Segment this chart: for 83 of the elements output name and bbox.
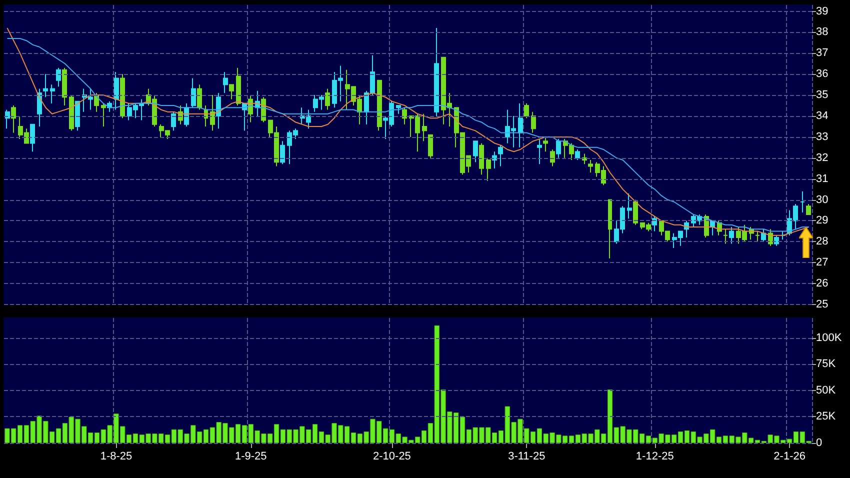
candlestick bbox=[280, 140, 285, 165]
candlestick bbox=[582, 153, 587, 165]
candlestick bbox=[402, 107, 407, 125]
candlestick bbox=[197, 84, 202, 110]
candlestick bbox=[704, 214, 709, 238]
candlestick bbox=[800, 190, 805, 213]
candlestick bbox=[261, 96, 266, 123]
candlestick bbox=[50, 84, 55, 104]
y-tick-label: 39 bbox=[816, 5, 828, 18]
x-tick-label: 1-12-25 bbox=[636, 450, 674, 462]
candlestick bbox=[229, 84, 234, 100]
candlestick bbox=[191, 78, 196, 108]
x-tick-label: 1-8-25 bbox=[100, 450, 132, 462]
y-tick-label: 35 bbox=[816, 89, 828, 102]
candlestick bbox=[396, 105, 401, 114]
candlestick bbox=[652, 216, 657, 232]
candlestick bbox=[543, 136, 548, 152]
candlestick bbox=[774, 234, 779, 246]
y-tick-label: 33 bbox=[816, 130, 828, 143]
candlestick bbox=[486, 157, 491, 182]
y-tick-label: 27 bbox=[816, 256, 828, 269]
y-tick-label: 37 bbox=[816, 47, 828, 60]
candlestick bbox=[498, 144, 503, 167]
y-tick-label: 32 bbox=[816, 152, 828, 164]
x-tick-label: 3-11-25 bbox=[508, 450, 546, 462]
candlestick bbox=[75, 100, 80, 132]
candlestick bbox=[428, 134, 433, 158]
candlestick bbox=[223, 72, 228, 94]
candlestick bbox=[114, 72, 119, 110]
candlestick bbox=[216, 92, 221, 130]
candlestick bbox=[325, 88, 330, 110]
y-tick-label: 30 bbox=[816, 194, 828, 206]
candlestick bbox=[69, 94, 74, 132]
candlestick bbox=[43, 74, 48, 98]
x-tick-label: 2-1-26 bbox=[774, 450, 806, 462]
y-tick-label: 29 bbox=[816, 214, 828, 227]
candlestick bbox=[120, 74, 125, 119]
y-tick-label: 25 bbox=[816, 298, 828, 310]
y-tick-label: 28 bbox=[816, 236, 828, 248]
candlestick bbox=[62, 67, 67, 106]
y-tick-label: 38 bbox=[816, 26, 828, 38]
candlestick bbox=[761, 228, 766, 242]
candlestick bbox=[537, 138, 542, 165]
candlestick bbox=[524, 102, 529, 119]
candlestick bbox=[723, 228, 728, 244]
candlestick bbox=[37, 88, 42, 127]
candlestick bbox=[11, 105, 16, 134]
candlestick bbox=[492, 151, 497, 169]
candlestick bbox=[556, 138, 561, 158]
x-tick-label: 1-9-25 bbox=[234, 450, 267, 462]
candlestick bbox=[422, 113, 427, 142]
candlestick bbox=[729, 226, 734, 244]
y-tick-label: 36 bbox=[816, 68, 828, 80]
candlestick bbox=[5, 109, 10, 130]
candlestick bbox=[588, 159, 593, 174]
candlestick bbox=[30, 124, 35, 152]
candlestick bbox=[806, 203, 811, 215]
candlestick bbox=[101, 102, 106, 127]
candlestick bbox=[434, 28, 439, 117]
candlestick bbox=[479, 142, 484, 176]
candlestick bbox=[377, 80, 382, 132]
candlestick bbox=[627, 192, 632, 220]
y-tick-label: 34 bbox=[816, 110, 828, 122]
candlestick bbox=[768, 228, 773, 246]
candlestick bbox=[56, 67, 61, 88]
candlestick bbox=[608, 199, 612, 259]
y-tick-label: 75K bbox=[816, 358, 836, 370]
candlestick bbox=[575, 149, 580, 160]
candlestick bbox=[755, 230, 760, 242]
x-tick-label: 2-10-25 bbox=[373, 450, 411, 462]
candlestick bbox=[550, 149, 555, 167]
y-tick-label: 100K bbox=[816, 332, 842, 344]
y-tick-label: 26 bbox=[816, 278, 828, 290]
y-tick-label: 25K bbox=[816, 410, 836, 423]
candlestick bbox=[236, 67, 241, 106]
candlestick bbox=[518, 102, 523, 148]
candlestick bbox=[473, 140, 478, 163]
y-tick-label: 50K bbox=[816, 384, 836, 396]
candlestick bbox=[171, 111, 176, 132]
candlestick bbox=[210, 94, 215, 132]
y-tick-label: 31 bbox=[816, 172, 828, 185]
y-tick-label: 0 bbox=[816, 437, 822, 449]
candlestick bbox=[531, 111, 536, 134]
